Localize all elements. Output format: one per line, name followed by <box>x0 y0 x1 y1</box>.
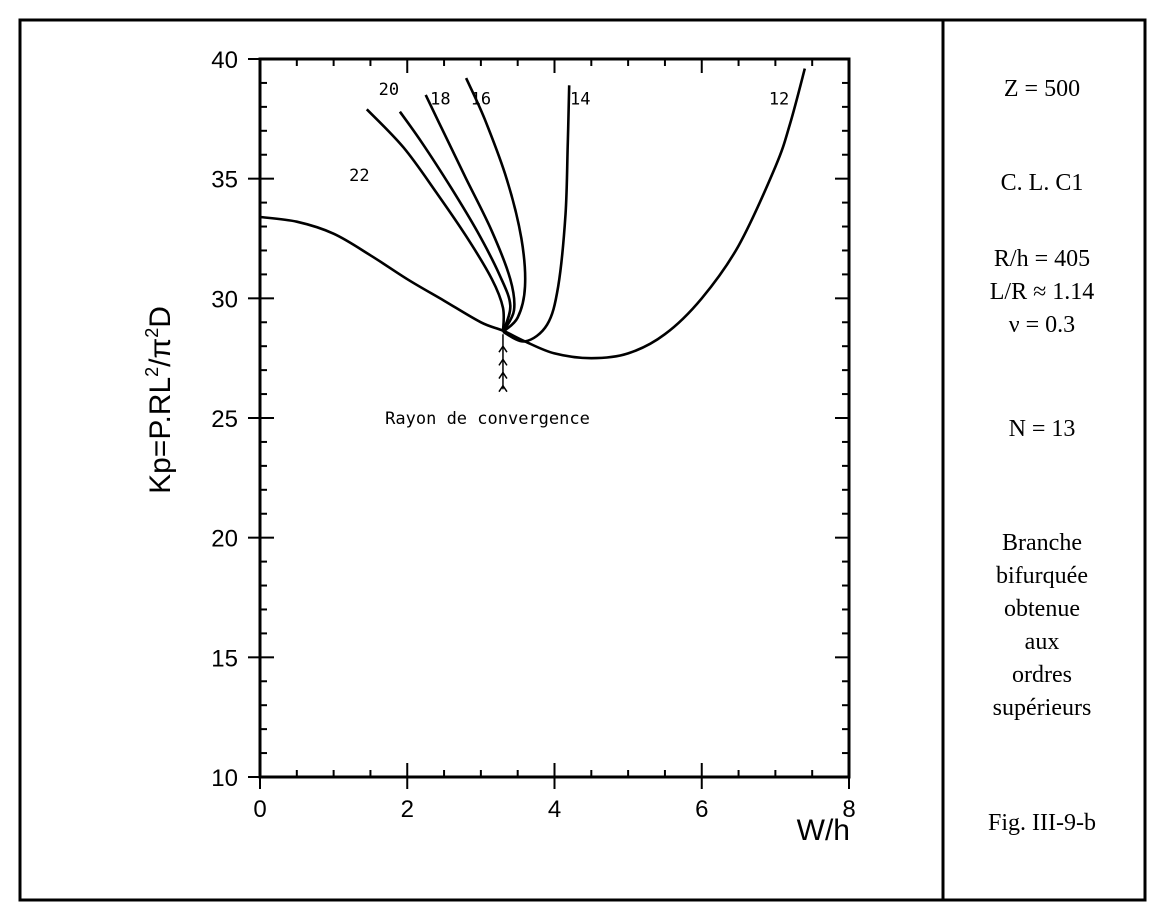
y-tick-label: 30 <box>211 286 238 313</box>
convergence-label: Rayon de convergence <box>385 409 590 429</box>
z-value: Z = 500 <box>1004 76 1080 102</box>
curve-n-14 <box>502 85 571 343</box>
boundary-condition: C. L. C1 <box>1001 170 1084 196</box>
convergence-arrowhead <box>498 344 508 353</box>
convergence-arrowhead <box>498 384 508 393</box>
curve-n-12 <box>259 68 807 360</box>
curve-label-22: 22 <box>349 166 369 186</box>
y-tick-label: 40 <box>211 47 238 74</box>
curve-label-18: 18 <box>430 89 450 109</box>
description-line-4: aux <box>1025 629 1060 655</box>
y-tick-label: 20 <box>211 526 238 553</box>
description-line-2: bifurquée <box>996 563 1088 589</box>
axis-ticks <box>248 58 850 789</box>
description-line-6: supérieurs <box>993 695 1092 721</box>
side-panel: Z = 500 C. L. C1 R/h = 405 L/R ≈ 1.14 ν … <box>988 76 1096 836</box>
y-axis-title: Kp=P.RL2/π2D <box>142 306 177 494</box>
x-axis-title: W/h <box>797 814 850 847</box>
y-axis-title-mid: /π <box>144 338 177 367</box>
x-tick-label: 0 <box>253 796 266 823</box>
x-tick-label: 2 <box>401 796 414 823</box>
y-axis-title-sup1: 2 <box>142 367 162 377</box>
y-axis-title-end: D <box>144 306 177 328</box>
figure-caption: Fig. III-9-b <box>988 810 1096 836</box>
y-tick-labels: 10 15 20 25 30 35 40 <box>211 47 238 792</box>
x-tick-labels: 0 2 4 6 8 <box>253 796 855 823</box>
y-tick-label: 25 <box>211 406 238 433</box>
x-tick-label: 4 <box>548 796 561 823</box>
poisson-ratio: ν = 0.3 <box>1009 312 1075 338</box>
y-axis-title-base: Kp=P.RL <box>144 377 177 494</box>
svg-text:Kp=P.RL2/π2D: Kp=P.RL2/π2D <box>142 306 177 494</box>
y-tick-label: 15 <box>211 645 238 672</box>
x-tick-label: 6 <box>695 796 708 823</box>
curve-n-16 <box>464 77 527 333</box>
y-axis-title-sup2: 2 <box>142 328 162 338</box>
l-over-r: L/R ≈ 1.14 <box>990 279 1095 305</box>
curve-label-20: 20 <box>379 80 399 100</box>
y-tick-label: 10 <box>211 765 238 792</box>
n-value: N = 13 <box>1009 416 1076 442</box>
description-line-5: ordres <box>1012 662 1072 688</box>
curve-n-22 <box>365 108 506 332</box>
plot-area: 0 2 4 6 8 10 15 20 25 30 35 40 12 14 16 18 20 22 Rayon … <box>211 47 855 823</box>
y-tick-label: 35 <box>211 167 238 194</box>
convergence-annotation: Rayon de convergence <box>385 334 590 429</box>
curve-n-18 <box>424 94 516 333</box>
x-tick-label: 8 <box>842 796 855 823</box>
curve-label-12: 12 <box>769 89 789 109</box>
description-line-3: obtenue <box>1004 596 1080 622</box>
curves <box>259 68 807 360</box>
curve-label-16: 16 <box>471 89 491 109</box>
convergence-arrowhead <box>498 358 508 366</box>
curve-labels: 12 14 16 18 20 22 <box>349 80 789 186</box>
r-over-h: R/h = 405 <box>994 246 1090 272</box>
description-line-1: Branche <box>1002 530 1082 556</box>
curve-n-20 <box>398 110 512 333</box>
convergence-arrowhead <box>498 371 508 379</box>
curve-label-14: 14 <box>570 89 590 109</box>
outer-border <box>18 18 1147 902</box>
